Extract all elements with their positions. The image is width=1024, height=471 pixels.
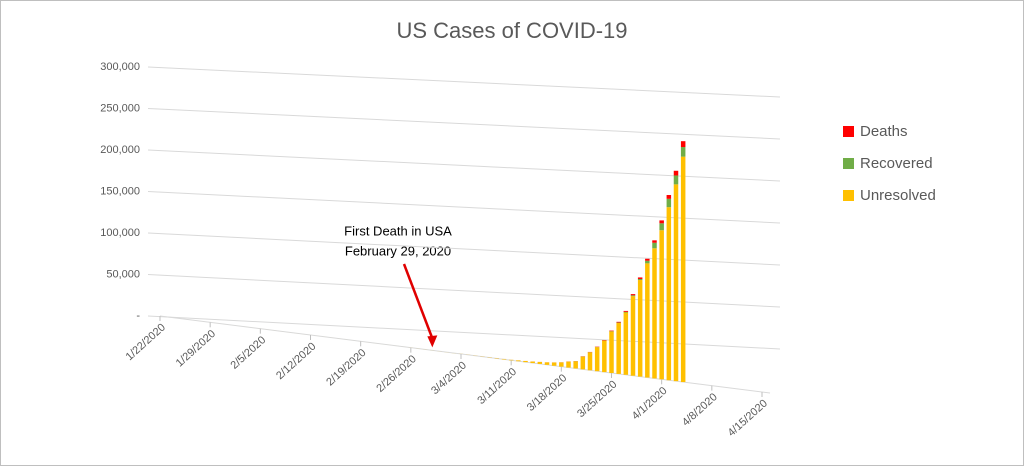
bar-segment [659,223,664,230]
bar-segment [566,362,571,368]
bar-segment [674,175,679,184]
bar-segment [581,357,586,370]
bar-segment [667,195,672,199]
bar-segment [631,296,636,376]
bar-segment [609,331,614,332]
legend-label: Unresolved [860,187,936,204]
y-tick-label: 150,000 [100,185,140,197]
bar-segment [674,184,679,381]
bar-segment [652,248,657,378]
bar-segment [631,294,636,295]
bar-segment [530,362,535,364]
bar-segment [652,240,657,242]
legend-label: Deaths [860,123,908,140]
bar-segment [659,220,664,223]
bar-segment [609,331,614,373]
bar-segment [545,362,550,365]
bar-segment [588,352,593,370]
bar-segment [624,312,629,374]
bar-segment [559,362,564,366]
bar-segment [638,280,643,377]
bar-segment [659,230,664,379]
bar-segment [667,199,672,207]
bar-segment [573,361,578,368]
y-tick-label: 50,000 [106,268,140,280]
legend-swatch [843,158,854,169]
bar-segment [681,147,686,157]
bar-segment [645,259,650,261]
bar-segment [552,363,557,366]
bar-segment [645,261,650,264]
bar-segment [538,362,543,364]
bar-segment [624,312,629,313]
bar-segment [681,141,686,147]
bar-segment [645,263,650,377]
annotation: First Death in USA [344,223,452,238]
bar-segment [681,157,686,382]
chart-title: US Cases of COVID-19 [396,18,627,43]
y-tick-label: - [136,310,140,322]
bar-segment [602,341,607,373]
bar-segment [631,295,636,296]
bar-segment [674,171,679,176]
bar-segment [616,322,621,323]
legend-swatch [843,126,854,137]
legend-swatch [843,190,854,201]
y-tick-label: 200,000 [100,144,140,156]
bar-segment [638,279,643,280]
bar-segment [667,207,672,380]
bar-segment [595,347,600,371]
bar-segment [652,243,657,249]
legend-label: Recovered [860,155,933,172]
y-tick-label: 100,000 [100,227,140,239]
bar-segment [638,277,643,279]
bar-segment [616,323,621,374]
y-tick-label: 300,000 [100,61,140,73]
bar-segment [509,360,513,361]
bar-segment [516,360,521,361]
bar-segment [523,361,528,362]
y-tick-label: 250,000 [100,102,140,114]
bar-segment [624,311,629,312]
